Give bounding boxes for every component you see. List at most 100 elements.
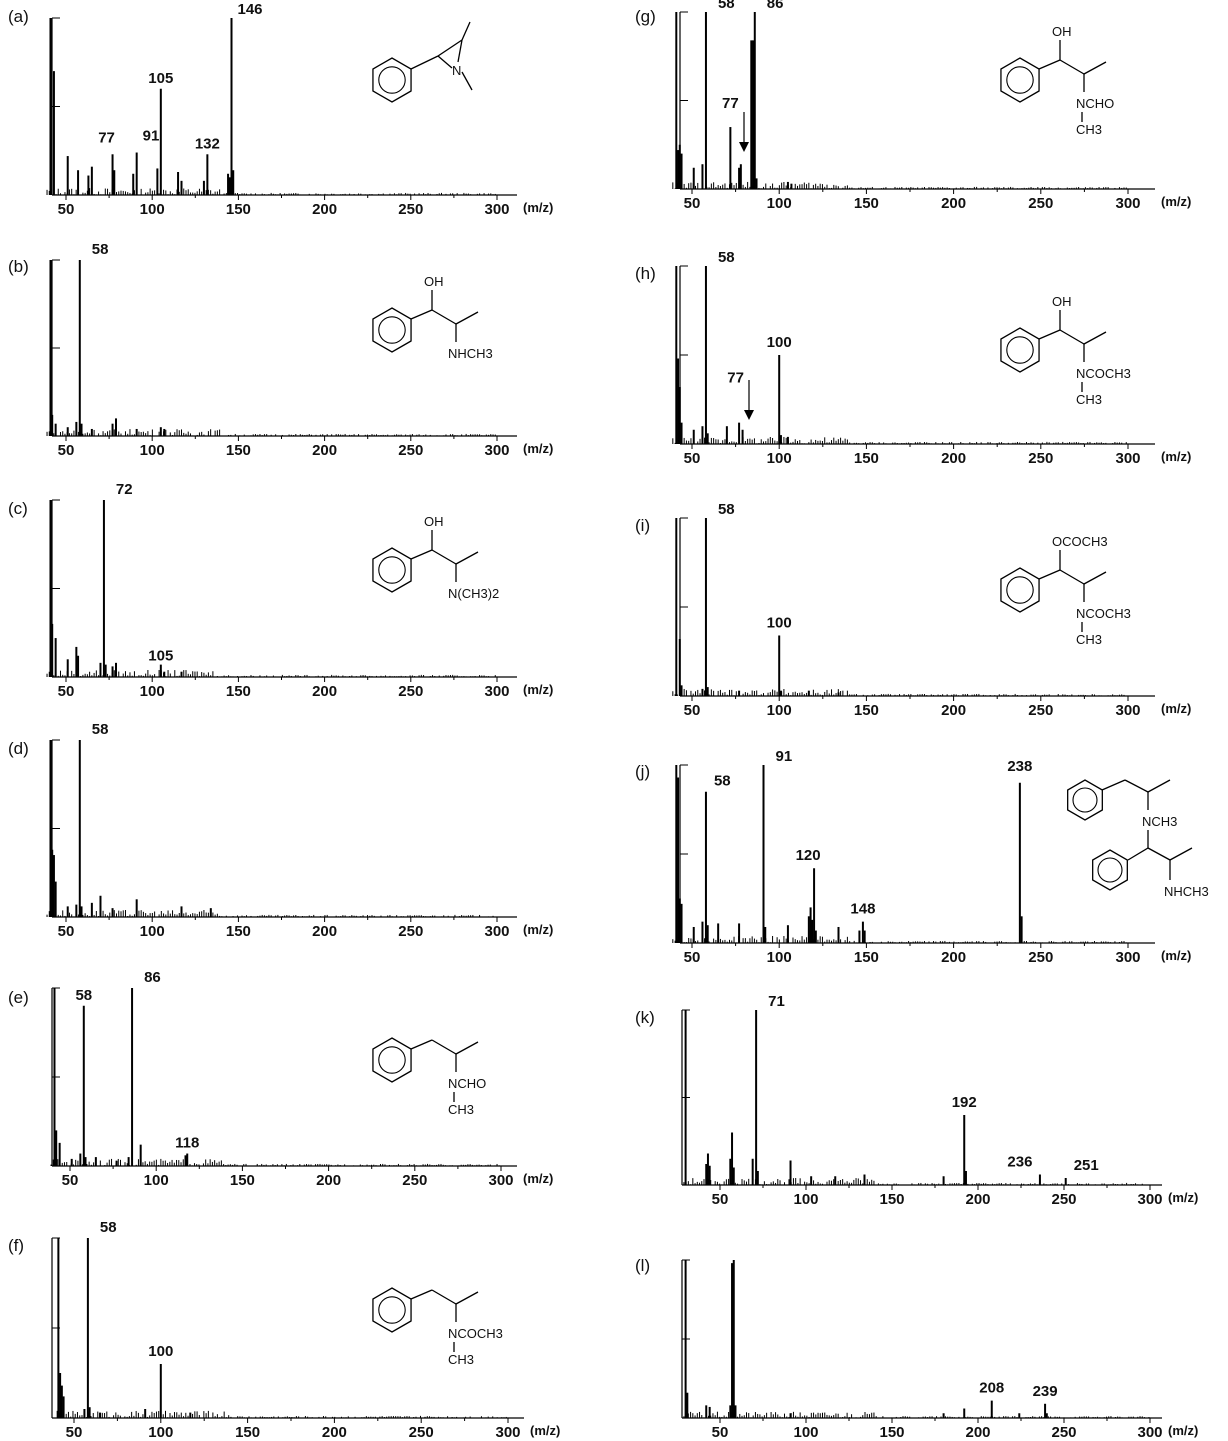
bond — [1059, 59, 1085, 75]
x-tick-label: 250 — [398, 923, 423, 940]
x-tick-label: 250 — [1028, 702, 1053, 719]
peak-label: 77 — [98, 129, 115, 146]
peak-label: 91 — [776, 748, 793, 765]
peak-label: 58 — [75, 987, 92, 1004]
x-tick-label: 150 — [230, 1172, 255, 1189]
structure-c: OH N(CH3)2 — [372, 514, 499, 601]
structure-label: NHCH3 — [448, 346, 493, 361]
x-tick-label: 200 — [312, 442, 337, 459]
panel-letter: (k) — [635, 1008, 655, 1027]
x-tick-label: 250 — [398, 683, 423, 700]
x-tick-label: 300 — [488, 1172, 513, 1189]
x-tick-label: 50 — [684, 195, 701, 212]
x-tick-label: 50 — [684, 450, 701, 467]
bond — [437, 39, 463, 57]
peak-label: 58 — [714, 773, 731, 790]
x-tick-label: 50 — [712, 1191, 729, 1208]
peak-label: 100 — [767, 614, 792, 631]
structure-label: CH3 — [1076, 122, 1102, 137]
panel-letter: (h) — [635, 264, 656, 283]
x-tick-label: 100 — [144, 1172, 169, 1189]
bond — [455, 1291, 479, 1305]
x-tick-label: 100 — [767, 702, 792, 719]
structure-b: OH NHCH3 — [372, 274, 493, 361]
structure-label: OCOCH3 — [1052, 534, 1108, 549]
spectrum-panel: (j) 50 100 150 200 250 300 (m/z) 58 91 238 120 148 — [635, 748, 1191, 966]
structure-label: NCOCH3 — [448, 1326, 503, 1341]
x-tick-label: 150 — [226, 442, 251, 459]
x-tick-label: 50 — [58, 923, 75, 940]
structure-label: NCOCH3 — [1076, 366, 1131, 381]
x-axis-unit: (m/z) — [1161, 449, 1191, 464]
structure-f: NCOCH3 CH3 — [372, 1287, 503, 1367]
structure-label: NCHO — [448, 1076, 486, 1091]
peak-label: 58 — [718, 0, 735, 12]
bond — [1038, 59, 1061, 70]
bond — [431, 309, 457, 325]
x-tick-label: 250 — [1028, 195, 1053, 212]
x-tick-label: 150 — [235, 1424, 260, 1441]
x-tick-label: 300 — [1115, 702, 1140, 719]
bond — [437, 55, 453, 69]
x-tick-label: 300 — [484, 923, 509, 940]
bond — [1147, 779, 1171, 793]
x-tick-label: 200 — [965, 1424, 990, 1441]
peak-label: 77 — [727, 370, 744, 387]
x-tick-label: 200 — [322, 1424, 347, 1441]
spectrum-panel: (e) 50 100 150 200 250 300 (m/z) 58 86 118 — [8, 969, 553, 1189]
peak-label: 58 — [92, 241, 109, 258]
x-tick-label: 50 — [58, 683, 75, 700]
x-tick-label: 200 — [941, 450, 966, 467]
peak-label: 71 — [768, 993, 785, 1010]
x-tick-label: 100 — [767, 450, 792, 467]
peak-label: 148 — [850, 901, 875, 918]
x-tick-label: 100 — [793, 1424, 818, 1441]
spectrum-panel: (a) 50 100 150 200 250 300 (m/z) 146 105 77 91 132 — [8, 1, 553, 218]
x-tick-label: 200 — [316, 1172, 341, 1189]
bond — [457, 39, 463, 63]
x-tick-label: 300 — [1115, 450, 1140, 467]
peak-label: 208 — [979, 1380, 1004, 1397]
panel-letter: (j) — [635, 762, 650, 781]
x-tick-label: 250 — [398, 201, 423, 218]
bond — [1101, 779, 1126, 791]
structure-label: OH — [424, 514, 444, 529]
peak-label: 72 — [116, 481, 133, 498]
structure-label: CH3 — [1076, 392, 1102, 407]
peak-label: 120 — [796, 847, 821, 864]
x-tick-label: 100 — [140, 442, 165, 459]
peak-label: 105 — [148, 70, 173, 87]
bond — [455, 551, 479, 565]
structure-label: NCH3 — [1142, 814, 1177, 829]
bond — [410, 1289, 433, 1300]
x-axis-unit: (m/z) — [1161, 194, 1191, 209]
spectrum-panel: (f) 50 100 150 200 250 300 (m/z) 58 100 — [8, 1219, 560, 1441]
structure-label: NCHO — [1076, 96, 1114, 111]
bond — [455, 311, 479, 325]
x-axis-unit: (m/z) — [523, 682, 553, 697]
spectrum-panel: (b) 50 100 150 200 250 300 (m/z) 58 — [8, 241, 553, 459]
x-tick-label: 300 — [1115, 949, 1140, 966]
aromatic-circle — [1006, 66, 1034, 94]
x-tick-label: 50 — [712, 1424, 729, 1441]
x-tick-label: 200 — [941, 949, 966, 966]
x-axis-unit: (m/z) — [523, 441, 553, 456]
spectrum-panel: (k) 50 100 150 200 250 300 (m/z) 71 192 236 251 — [635, 993, 1198, 1208]
x-axis-unit: (m/z) — [523, 922, 553, 937]
x-tick-label: 50 — [58, 201, 75, 218]
peak-label: 58 — [718, 249, 735, 266]
bond — [1083, 331, 1107, 345]
spectrum-panel: (l) 50 100 150 200 250 300 (m/z) 208 239 — [635, 1256, 1198, 1441]
panel-letter: (f) — [8, 1236, 24, 1255]
bond — [1124, 779, 1149, 793]
bond — [1038, 329, 1061, 340]
bond — [431, 549, 457, 565]
peak-label: 86 — [767, 0, 784, 12]
aromatic-circle — [1006, 336, 1034, 364]
x-tick-label: 300 — [1137, 1424, 1162, 1441]
x-tick-label: 100 — [140, 683, 165, 700]
bond — [410, 55, 439, 70]
bond — [431, 1289, 457, 1305]
x-tick-label: 100 — [148, 1424, 173, 1441]
x-axis-unit: (m/z) — [1161, 701, 1191, 716]
